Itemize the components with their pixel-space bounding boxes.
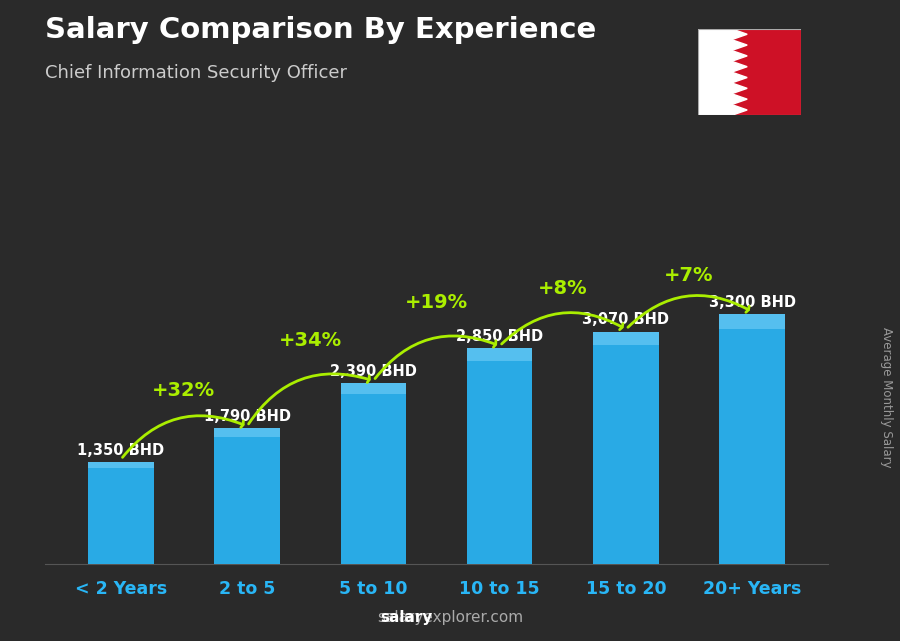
- Text: 2,390 BHD: 2,390 BHD: [330, 364, 417, 379]
- Bar: [698, 29, 732, 115]
- Text: salary: salary: [381, 610, 433, 625]
- Text: +32%: +32%: [152, 381, 215, 400]
- Bar: [340, 383, 406, 394]
- Text: +8%: +8%: [538, 279, 588, 298]
- Text: +7%: +7%: [664, 266, 714, 285]
- Polygon shape: [732, 62, 747, 72]
- Bar: [593, 331, 659, 564]
- Bar: [88, 462, 154, 468]
- Text: +19%: +19%: [405, 293, 468, 312]
- Text: Average Monthly Salary: Average Monthly Salary: [880, 327, 893, 468]
- Bar: [719, 314, 785, 564]
- Polygon shape: [732, 83, 747, 94]
- Bar: [214, 428, 280, 564]
- Bar: [214, 428, 280, 437]
- Bar: [88, 462, 154, 564]
- Polygon shape: [732, 40, 747, 51]
- Text: salaryexplorer.com: salaryexplorer.com: [377, 610, 523, 625]
- Text: 1,350 BHD: 1,350 BHD: [77, 443, 165, 458]
- Text: +34%: +34%: [279, 331, 342, 350]
- Bar: [732, 29, 801, 115]
- Text: 1,790 BHD: 1,790 BHD: [203, 410, 291, 424]
- Polygon shape: [732, 104, 747, 115]
- Polygon shape: [732, 94, 747, 104]
- Polygon shape: [732, 51, 747, 62]
- Polygon shape: [732, 72, 747, 83]
- Text: 2,850 BHD: 2,850 BHD: [456, 329, 544, 344]
- Text: Salary Comparison By Experience: Salary Comparison By Experience: [45, 16, 596, 44]
- Bar: [719, 314, 785, 329]
- Bar: [593, 331, 659, 345]
- Bar: [467, 348, 533, 361]
- Polygon shape: [732, 29, 747, 40]
- Bar: [340, 383, 406, 564]
- Text: 3,300 BHD: 3,300 BHD: [708, 295, 796, 310]
- Text: 3,070 BHD: 3,070 BHD: [582, 312, 670, 328]
- Text: Chief Information Security Officer: Chief Information Security Officer: [45, 64, 347, 82]
- Bar: [467, 348, 533, 564]
